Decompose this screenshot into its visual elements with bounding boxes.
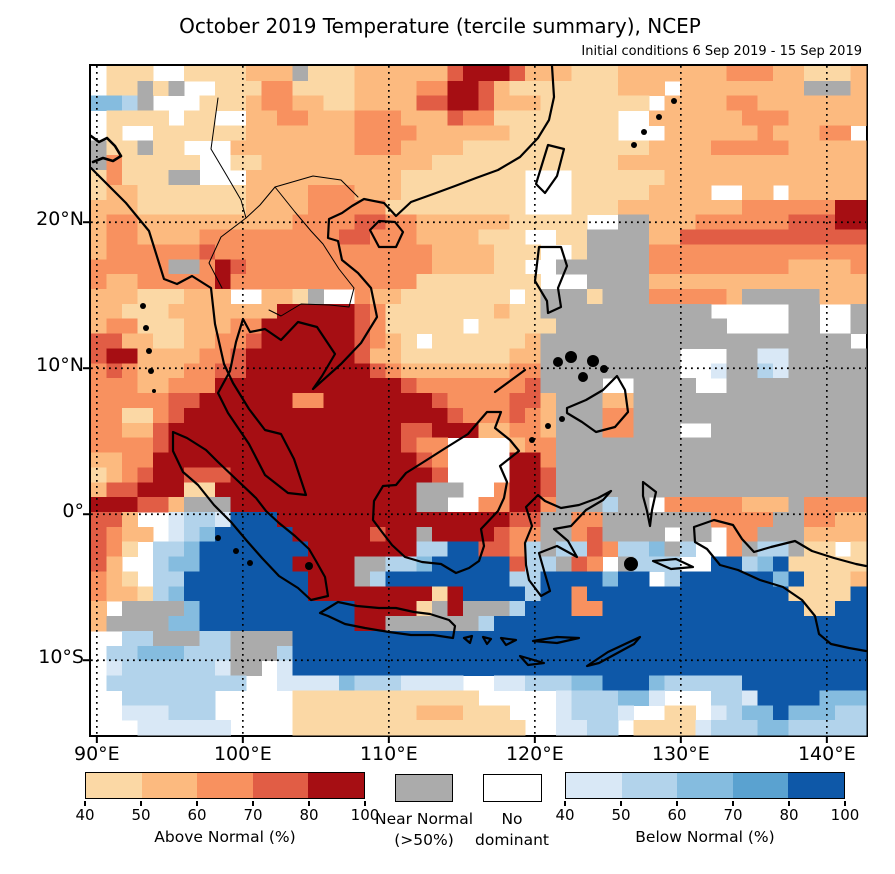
cbar-below-tick-label-60: 60 — [667, 806, 687, 824]
near-normal-label-line2: (>50%) — [394, 831, 454, 849]
axis-ticks — [83, 221, 828, 743]
y-tick-label-10N: 10°N — [36, 354, 84, 377]
x-tick-label-110: 110°E — [359, 743, 418, 765]
cbar-above-tick-label-60: 60 — [187, 806, 207, 824]
cbar-above-swatch-3 — [252, 773, 309, 798]
above-normal-caption: Above Normal (%) — [154, 828, 296, 846]
below-normal-caption: Below Normal (%) — [635, 828, 775, 846]
cbar-above-tickmark — [196, 801, 198, 806]
country-borders — [208, 97, 359, 317]
no-dominant-label-line2: dominant — [475, 831, 549, 849]
no-dominant-swatch — [483, 774, 542, 802]
cbar-above-tick-label-100: 100 — [350, 806, 380, 824]
cbar-below-tickmark — [620, 801, 622, 806]
cbar-above-tickmark — [84, 801, 86, 806]
above-normal-colorbar — [85, 772, 365, 799]
cbar-below-tick-label-50: 50 — [611, 806, 631, 824]
cbar-above-swatch-4 — [308, 773, 364, 798]
y-tick-label-10S: 10°S — [38, 646, 84, 669]
cbar-above-tickmark — [364, 801, 366, 806]
cbar-above-tick-label-40: 40 — [75, 806, 95, 824]
cbar-above-swatch-0 — [86, 773, 142, 798]
cbar-below-tickmark — [564, 801, 566, 806]
cbar-below-swatch-4 — [788, 773, 844, 798]
cbar-above-swatch-2 — [197, 773, 253, 798]
y-tick-label-20N: 20°N — [36, 208, 84, 231]
chart-subtitle: Initial conditions 6 Sep 2019 - 15 Sep 2… — [581, 44, 862, 59]
cbar-below-tick-label-80: 80 — [779, 806, 799, 824]
coastlines — [89, 64, 868, 668]
cbar-below-swatch-3 — [732, 773, 789, 798]
cbar-above-tick-label-70: 70 — [243, 806, 263, 824]
cbar-below-tick-label-70: 70 — [723, 806, 743, 824]
cbar-below-tickmark — [676, 801, 678, 806]
near-normal-swatch — [395, 774, 453, 802]
near-normal-label-line1: Near Normal — [374, 810, 473, 828]
cbar-above-tickmark — [252, 801, 254, 806]
no-dominant-label-line1: No — [501, 810, 523, 828]
chart-title: October 2019 Temperature (tercile summar… — [179, 14, 701, 38]
x-tick-label-120: 120°E — [505, 743, 564, 765]
map-plot-area — [83, 64, 868, 743]
heatmap-cells — [91, 66, 867, 736]
cbar-below-tick-label-100: 100 — [830, 806, 860, 824]
y-tick-label-0: 0° — [62, 500, 84, 523]
cbar-below-tickmark — [732, 801, 734, 806]
x-tick-label-140: 140°E — [797, 743, 856, 765]
cbar-below-swatch-0 — [566, 773, 622, 798]
x-tick-label-100: 100°E — [213, 743, 272, 765]
cbar-below-tickmark — [844, 801, 846, 806]
small-islands-icon — [140, 98, 677, 571]
cbar-above-tickmark — [140, 801, 142, 806]
x-tick-label-90: 90°E — [73, 743, 120, 765]
cbar-above-tick-label-50: 50 — [131, 806, 151, 824]
below-normal-colorbar — [565, 772, 845, 799]
cbar-below-tickmark — [788, 801, 790, 806]
cbar-above-tickmark — [308, 801, 310, 806]
cbar-below-swatch-2 — [677, 773, 733, 798]
cbar-above-tick-label-80: 80 — [299, 806, 319, 824]
cbar-below-swatch-1 — [621, 773, 678, 798]
tercile-heatmap — [83, 64, 868, 743]
cbar-below-tick-label-40: 40 — [555, 806, 575, 824]
x-tick-label-130: 130°E — [651, 743, 710, 765]
cbar-above-swatch-1 — [141, 773, 198, 798]
